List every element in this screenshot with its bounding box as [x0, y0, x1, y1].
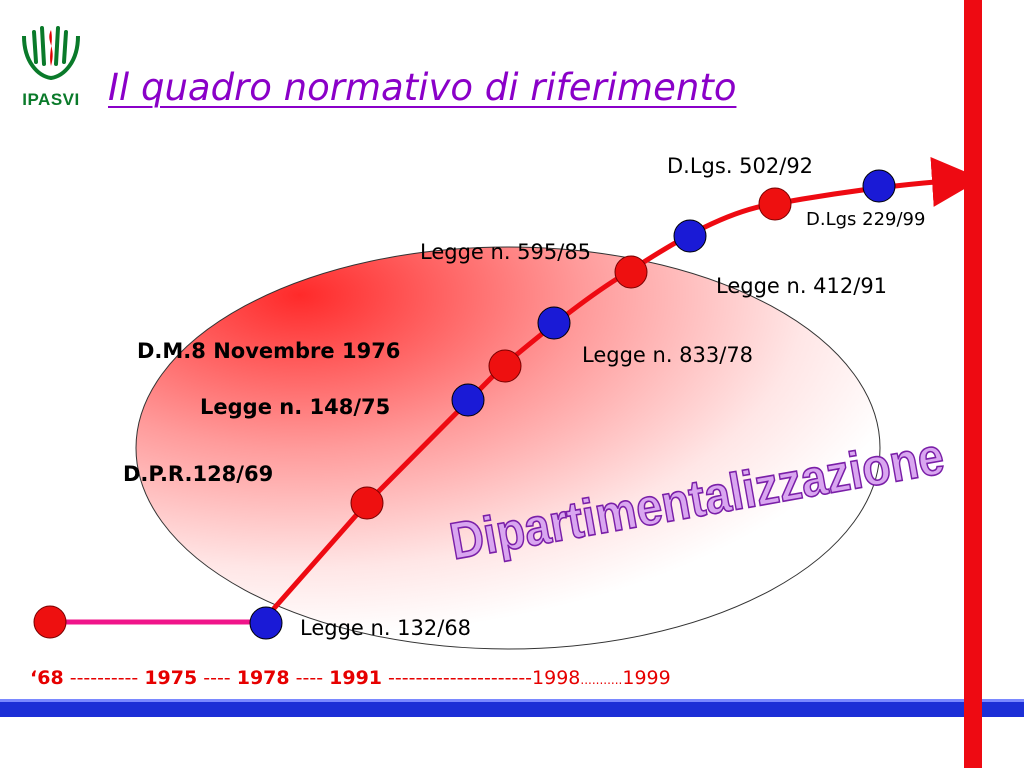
label-dpr-128-69: D.P.R.128/69 [123, 462, 274, 486]
ipasvi-emblem-icon [22, 26, 80, 81]
logo-text: IPASVI [22, 90, 80, 109]
timeline-year-1975: 1975 [144, 667, 198, 689]
dot-dm-1976 [488, 349, 522, 383]
label-legge-148-75: Legge n. 148/75 [200, 395, 391, 419]
page-title: Il quadro normativo di riferimento [108, 66, 737, 109]
timeline-year-1991: 1991 [329, 667, 383, 689]
label-legge-833-78: Legge n. 833/78 [582, 343, 754, 367]
dot-legge-132-68 [249, 606, 283, 640]
timeline-dash-1: ---------- [63, 667, 145, 689]
timeline-year-68: ‘68 [30, 667, 64, 689]
label-legge-412-91: Legge n. 412/91 [716, 274, 888, 298]
timeline-year-1978: 1978 [236, 667, 290, 689]
dot-dlgs-229-99 [862, 169, 896, 203]
dot-legge-412-91 [673, 219, 707, 253]
dot-legge-595-85 [614, 255, 648, 289]
dot-1968-start [33, 605, 67, 639]
dot-legge-148-75 [451, 383, 485, 417]
label-dlgs-502-92: D.Lgs. 502/92 [667, 154, 814, 178]
dot-dlgs-502-92 [758, 187, 792, 221]
bottom-blue-bar [0, 699, 1024, 717]
label-legge-595-85: Legge n. 595/85 [420, 240, 592, 264]
timeline-dash-4: --------------------- [382, 667, 533, 689]
right-red-bar [964, 0, 982, 768]
label-legge-132-68: Legge n. 132/68 [300, 616, 472, 640]
timeline-dash-2: ---- [197, 667, 237, 689]
timeline-dots: ........... [580, 673, 623, 687]
dot-dpr-128-69 [350, 486, 384, 520]
timeline-year-1999: 1999 [622, 667, 671, 689]
dot-legge-833-78 [537, 306, 571, 340]
label-dlgs-229-99: D.Lgs 229/99 [806, 209, 926, 230]
label-dm-1976: D.M.8 Novembre 1976 [137, 339, 401, 363]
timeline: ‘68 ---------- 1975 ---- 1978 ---- 1991 … [30, 667, 671, 689]
timeline-dash-3: ---- [289, 667, 330, 689]
timeline-year-1998: 1998 [532, 667, 581, 689]
ipasvi-logo: IPASVI [14, 22, 88, 112]
department-ellipse [135, 246, 881, 650]
